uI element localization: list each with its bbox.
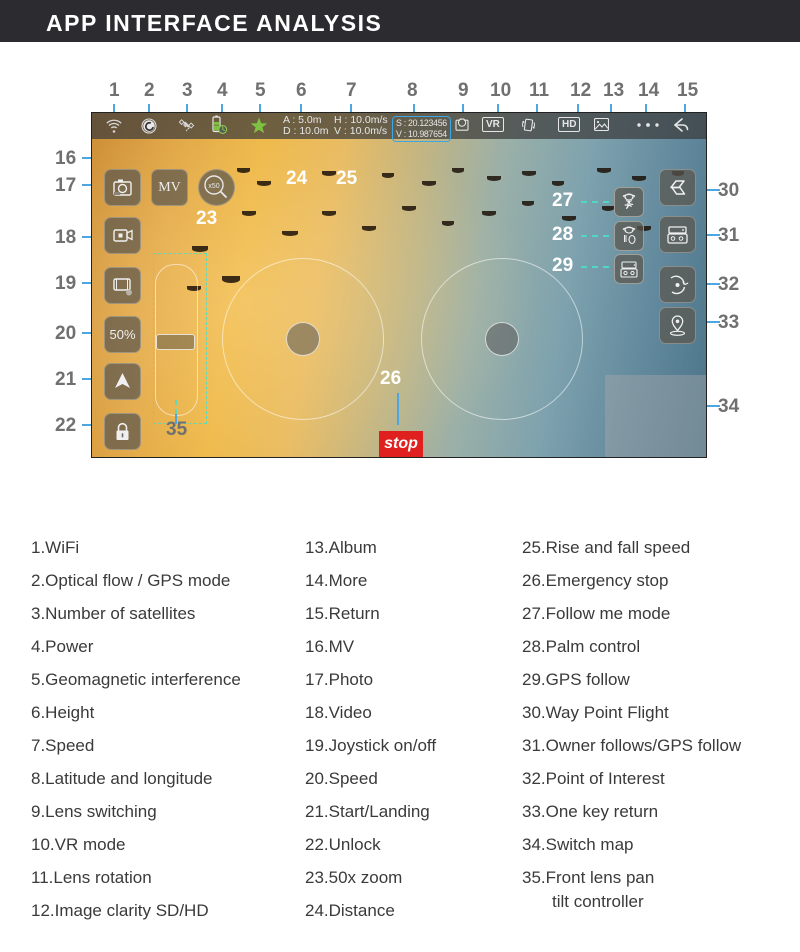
svg-text:x50: x50 xyxy=(208,183,219,190)
